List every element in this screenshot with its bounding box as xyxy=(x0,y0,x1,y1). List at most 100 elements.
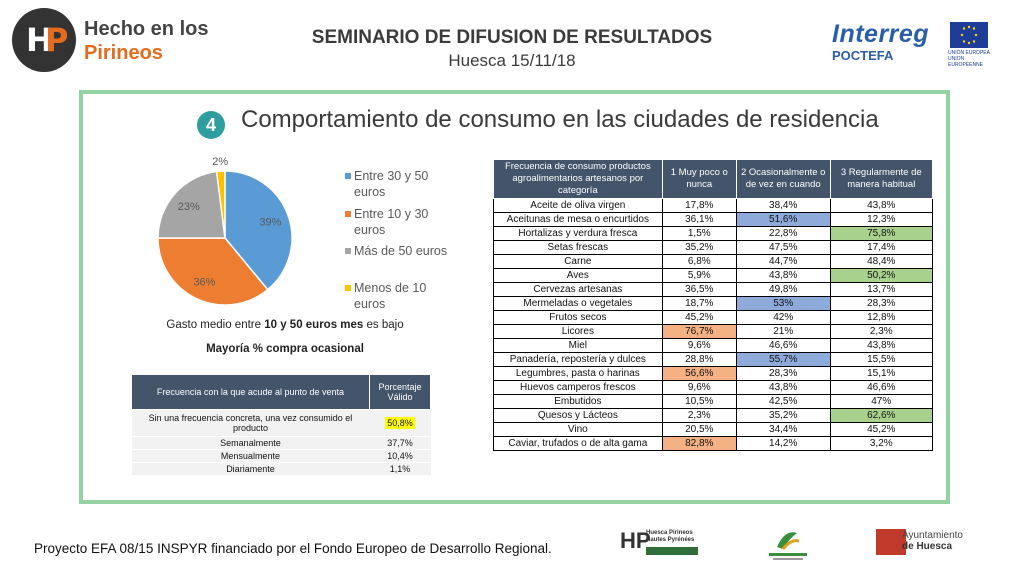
seminar-title: SEMINARIO DE DIFUSION DE RESULTADOS xyxy=(311,27,713,48)
brand-line-2: Pirineos xyxy=(84,42,163,64)
freq-value-cell: 50,8% xyxy=(369,409,431,437)
cons-category-cell: Licores xyxy=(493,324,663,339)
cons-value-cell: 42,5% xyxy=(735,394,831,409)
eu-flag-icon xyxy=(950,22,988,48)
cons-header-2: 2 Ocasionalmente o de vez en cuando xyxy=(735,159,831,199)
legend-label-3: Menos de 10 euros xyxy=(354,281,427,311)
legend-swatch-2 xyxy=(345,248,351,254)
legend-label-1: Entre 10 y 30 euros xyxy=(354,207,429,237)
cons-category-cell: Embutidos xyxy=(493,394,663,409)
visit-frequency-table: Frecuencia con la que acude al punto de … xyxy=(131,374,432,475)
cons-category-cell: Mermeladas o vegetales xyxy=(493,296,663,311)
legend-item-0: Entre 30 y 50 euros xyxy=(345,168,455,200)
cons-value-cell: 43,8% xyxy=(735,380,831,395)
table-row: Mensualmente 10,4% xyxy=(131,449,431,463)
cons-value-cell: 21% xyxy=(735,324,831,339)
table-row: Sin una frecuencia concreta, una vez con… xyxy=(131,409,431,437)
table-row: Semanalmente 37,7% xyxy=(131,436,431,450)
legend-swatch-0 xyxy=(345,173,351,179)
cons-value-cell: 12,3% xyxy=(829,212,934,227)
cons-value-cell: 2,3% xyxy=(829,324,934,339)
cons-category-cell: Caviar, trufados o de alta gama xyxy=(493,436,663,451)
cons-value-cell: 6,8% xyxy=(661,254,737,269)
pie-slice-2 xyxy=(157,170,226,239)
cons-value-cell: 1,5% xyxy=(661,226,737,241)
table-row: Huevos camperos frescos 9,6% 43,8% 46,6% xyxy=(493,380,934,395)
legend-item-1: Entre 10 y 30 euros xyxy=(345,206,455,238)
gasto-bold: 10 y 50 euros mes xyxy=(264,319,364,331)
cons-value-cell: 3,2% xyxy=(829,436,934,451)
table-row: Frutos secos 45,2% 42% 12,8% xyxy=(493,310,934,325)
consumption-frequency-table: Frecuencia de consumo productos agroalim… xyxy=(493,159,934,451)
legend-swatch-1 xyxy=(345,211,351,217)
cons-value-cell: 12,8% xyxy=(829,310,934,325)
table-row: Aves 5,9% 43,8% 50,2% xyxy=(493,268,934,283)
cons-value-cell: 47,5% xyxy=(735,240,831,255)
cons-value-cell: 13,7% xyxy=(829,282,934,297)
cons-value-cell: 47% xyxy=(829,394,934,409)
cons-category-cell: Aceite de oliva virgen xyxy=(493,198,663,213)
cons-category-cell: Aceitunas de mesa o encurtidos xyxy=(493,212,663,227)
cons-value-cell: 44,7% xyxy=(735,254,831,269)
cons-value-cell: 53% xyxy=(735,296,831,311)
cons-value-cell: 51,6% xyxy=(735,212,831,227)
cons-category-cell: Legumbres, pasta o harinas xyxy=(493,366,663,381)
cons-value-cell: 46,6% xyxy=(829,380,934,395)
pie-slice-3 xyxy=(215,170,226,239)
freq-category-cell: Diariamente xyxy=(131,462,370,475)
legend-label-2: Más de 50 euros xyxy=(354,244,448,258)
table-row: Licores 76,7% 21% 2,3% xyxy=(493,324,934,339)
freq-value-cell: 10,4% xyxy=(369,449,431,463)
cons-value-cell: 38,4% xyxy=(735,198,831,213)
cons-header-category: Frecuencia de consumo productos agroalim… xyxy=(493,159,663,199)
gasto-pre: Gasto medio entre xyxy=(166,319,265,331)
cons-category-cell: Setas frescas xyxy=(493,240,663,255)
pie-label-3: 2% xyxy=(212,156,228,168)
table-row: Miel 9,6% 46,6% 43,8% xyxy=(493,338,934,353)
cons-value-cell: 15,1% xyxy=(829,366,934,381)
cons-category-cell: Aves xyxy=(493,268,663,283)
pie-slice-0 xyxy=(224,170,293,291)
cons-value-cell: 28,3% xyxy=(735,366,831,381)
table-row: Carne 6,8% 44,7% 48,4% xyxy=(493,254,934,269)
freq-category-cell: Semanalmente xyxy=(131,436,370,450)
cons-value-cell: 56,6% xyxy=(661,366,737,381)
ayuntamiento-crest-icon xyxy=(876,529,906,555)
table-row: Embutidos 10,5% 42,5% 47% xyxy=(493,394,934,409)
cons-value-cell: 43,8% xyxy=(829,338,934,353)
cons-category-cell: Panadería, repostería y dulces xyxy=(493,352,663,367)
eu-caption: UNIÓN EUROPEA UNION EUROPÉENNE xyxy=(948,50,990,68)
freq-header-percent: Porcentaje Válido xyxy=(368,374,432,410)
section-title: Comportamiento de consumo en las ciudade… xyxy=(241,106,879,133)
cons-value-cell: 36,1% xyxy=(661,212,737,227)
cons-value-cell: 9,6% xyxy=(661,380,737,395)
huesca-pirineos-caption: Huesca Pirineos Hautes Pyrénées xyxy=(646,530,695,543)
cons-value-cell: 20,5% xyxy=(661,422,737,437)
cons-category-cell: Carne xyxy=(493,254,663,269)
cons-value-cell: 49,8% xyxy=(735,282,831,297)
content-frame xyxy=(79,90,950,504)
cons-value-cell: 18,7% xyxy=(661,296,737,311)
spending-pie-chart: 39% 36% 23% 2% xyxy=(157,156,293,306)
cons-value-cell: 35,2% xyxy=(735,408,831,423)
gasto-summary: Gasto medio entre 10 y 50 euros mes es b… xyxy=(150,319,420,331)
legend-item-2: Más de 50 euros xyxy=(345,243,455,259)
pie-label-1: 36% xyxy=(193,277,215,289)
table-row: Cervezas artesanas 36,5% 49,8% 13,7% xyxy=(493,282,934,297)
table-row: Panadería, repostería y dulces 28,8% 55,7%… xyxy=(493,352,934,367)
table-row: Setas frescas 35,2% 47,5% 17,4% xyxy=(493,240,934,255)
cons-category-cell: Quesos y Lácteos xyxy=(493,408,663,423)
ayto-line2: de Huesca xyxy=(902,541,953,552)
cons-value-cell: 15,5% xyxy=(829,352,934,367)
interreg-logo: Interreg xyxy=(832,20,930,48)
ayuntamiento-name: Ayuntamiento de Huesca xyxy=(902,530,963,552)
cons-value-cell: 34,4% xyxy=(735,422,831,437)
cons-category-cell: Cervezas artesanas xyxy=(493,282,663,297)
agricultores-logo xyxy=(763,525,813,565)
table-row: Aceite de oliva virgen 17,8% 38,4% 43,8% xyxy=(493,198,934,213)
table-row: Hortalizas y verdura fresca 1,5% 22,8% 75,8… xyxy=(493,226,934,241)
cons-value-cell: 35,2% xyxy=(661,240,737,255)
poctefa-logo: POCTEFA xyxy=(832,48,894,63)
cons-value-cell: 17,4% xyxy=(829,240,934,255)
